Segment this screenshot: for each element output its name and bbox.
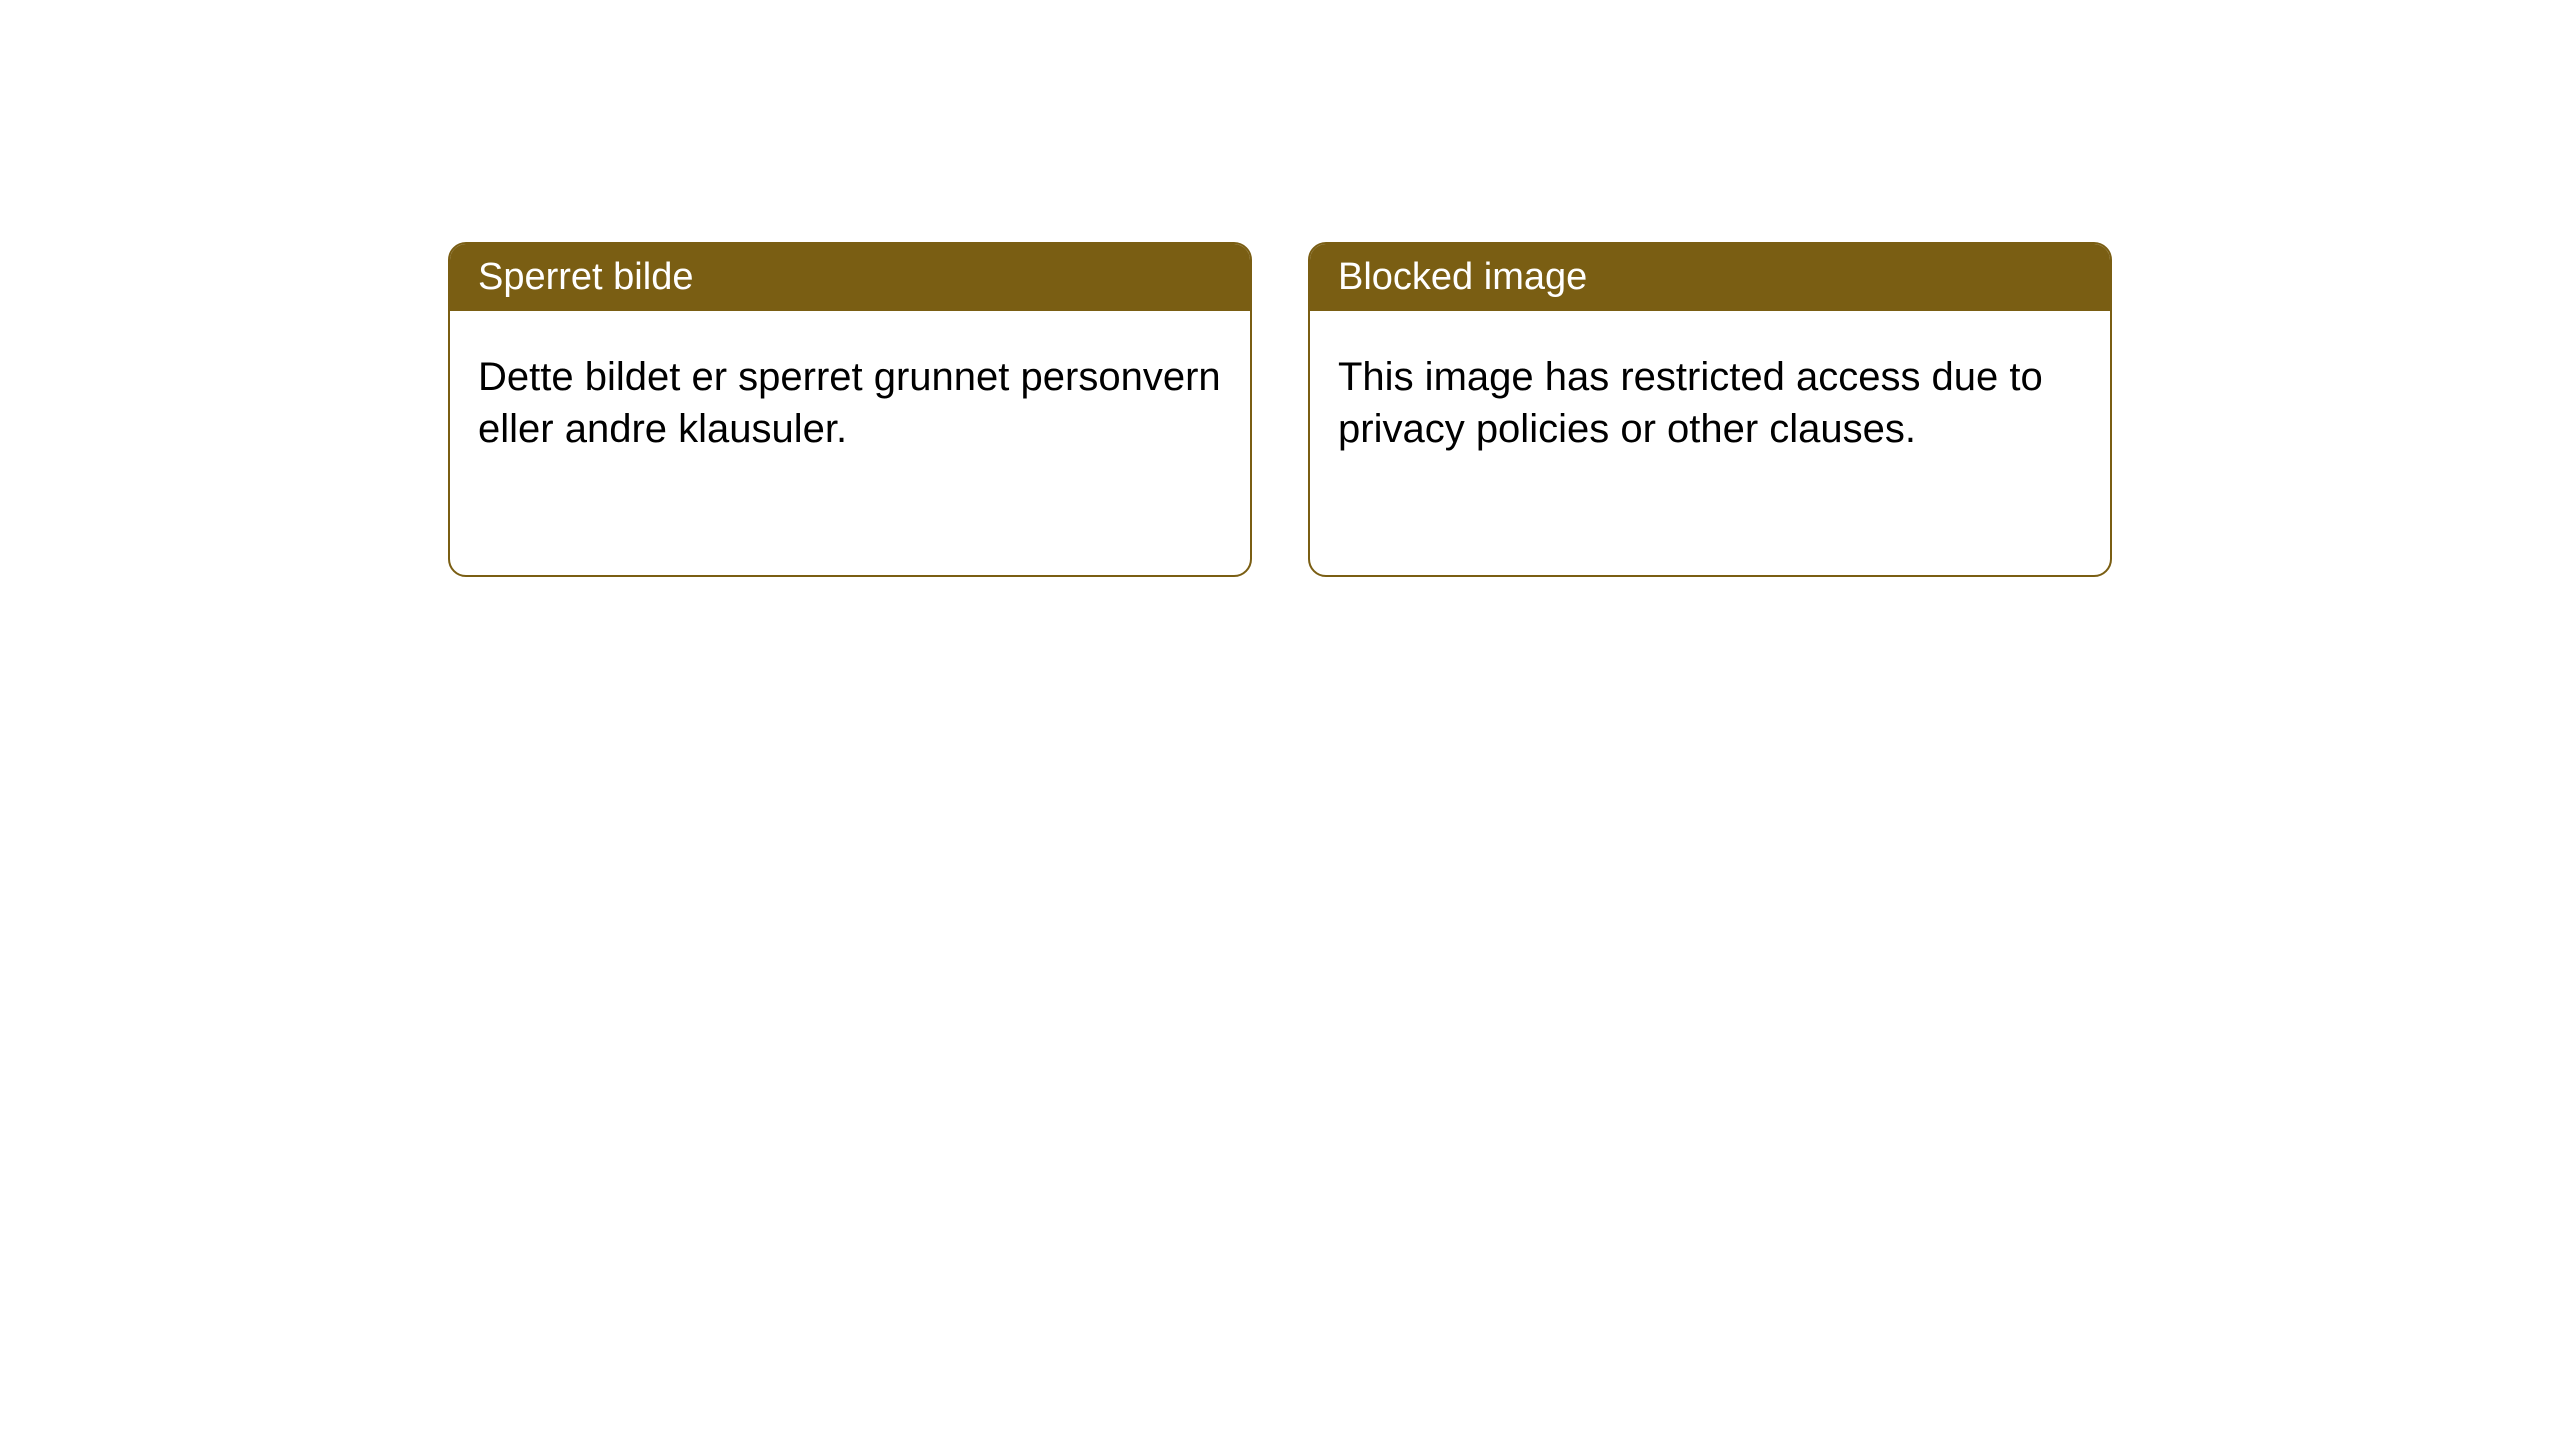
card-body-text: This image has restricted access due to … xyxy=(1338,355,2043,451)
card-body: This image has restricted access due to … xyxy=(1310,311,2110,495)
card-header: Sperret bilde xyxy=(450,244,1250,311)
card-title: Sperret bilde xyxy=(478,256,693,298)
card-body-text: Dette bildet er sperret grunnet personve… xyxy=(478,355,1221,451)
blocked-image-card-english: Blocked image This image has restricted … xyxy=(1308,242,2112,577)
card-title: Blocked image xyxy=(1338,256,1587,298)
card-body: Dette bildet er sperret grunnet personve… xyxy=(450,311,1250,495)
card-header: Blocked image xyxy=(1310,244,2110,311)
blocked-image-card-norwegian: Sperret bilde Dette bildet er sperret gr… xyxy=(448,242,1252,577)
cards-container: Sperret bilde Dette bildet er sperret gr… xyxy=(0,0,2560,577)
